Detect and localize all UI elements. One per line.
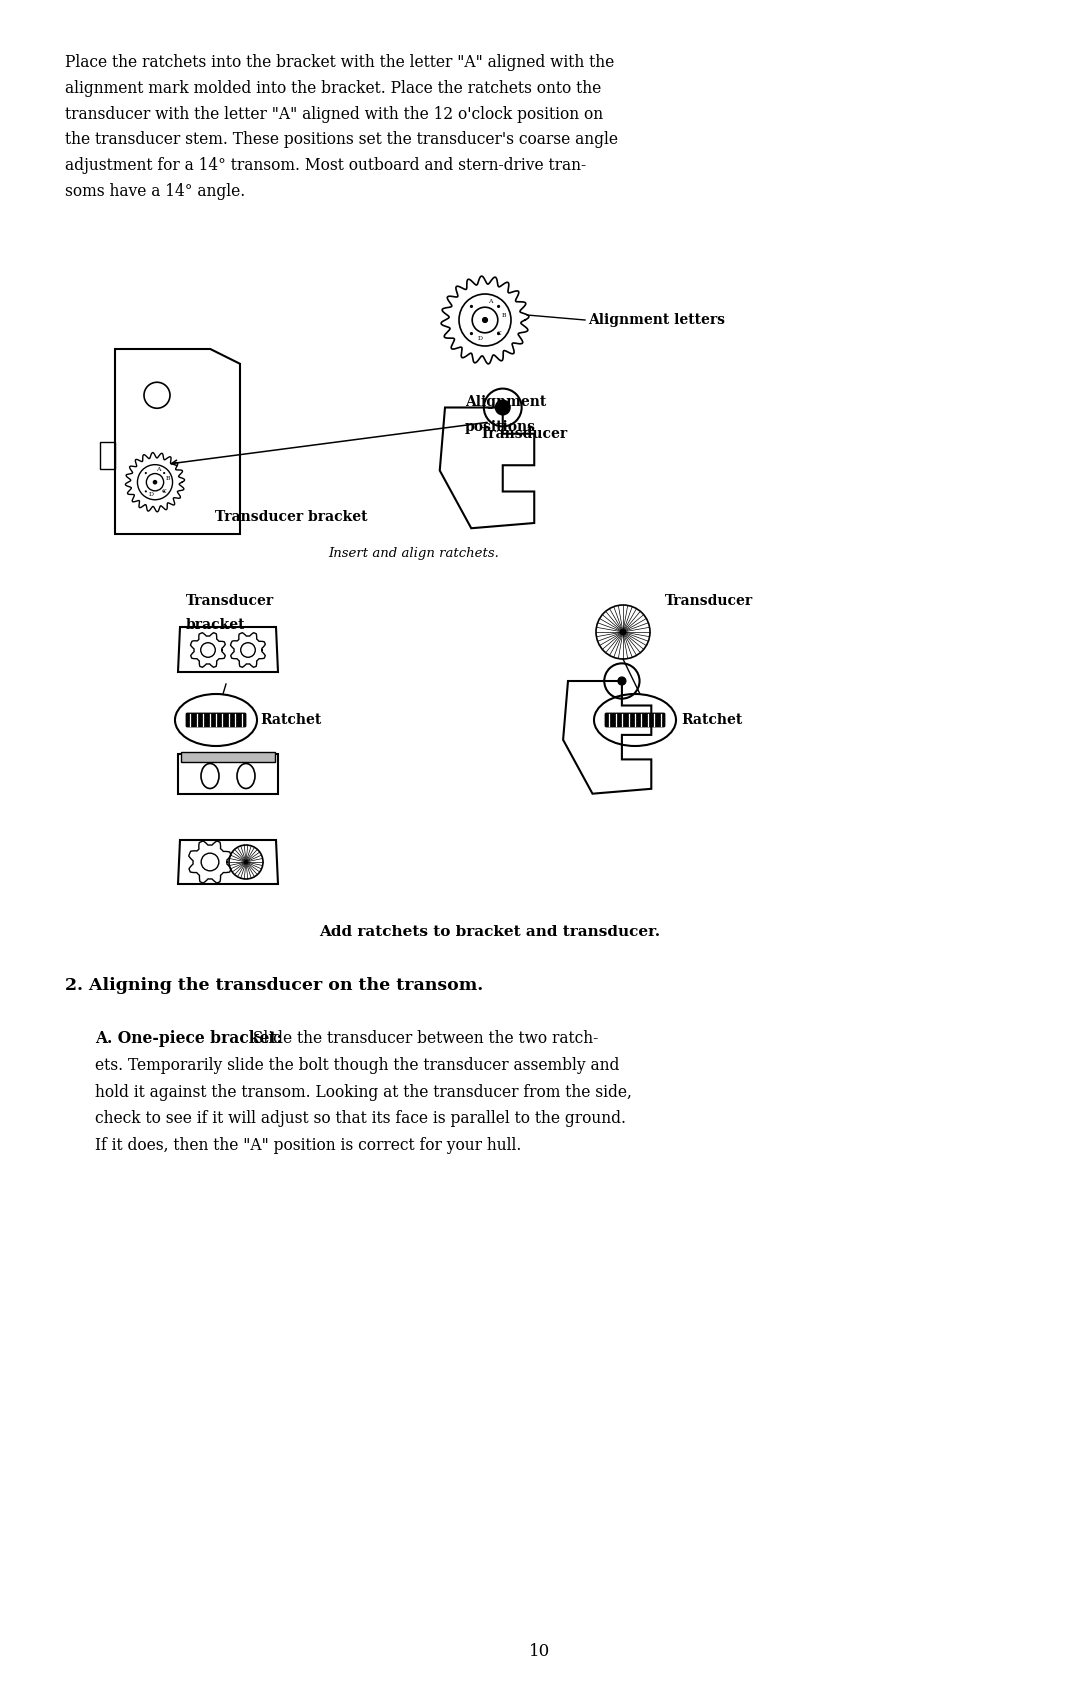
Circle shape <box>483 318 487 323</box>
Text: Transducer bracket: Transducer bracket <box>215 510 367 525</box>
Text: alignment mark molded into the bracket. Place the ratchets onto the: alignment mark molded into the bracket. … <box>65 79 602 98</box>
Text: 10: 10 <box>529 1643 551 1660</box>
Text: C: C <box>162 489 166 495</box>
Text: Alignment letters: Alignment letters <box>588 313 725 326</box>
Text: Ratchet: Ratchet <box>681 713 742 727</box>
Circle shape <box>145 473 147 474</box>
Text: Add ratchets to bracket and transducer.: Add ratchets to bracket and transducer. <box>320 925 661 939</box>
Text: Place the ratchets into the bracket with the letter "A" aligned with the: Place the ratchets into the bracket with… <box>65 54 615 71</box>
Text: D: D <box>149 493 154 498</box>
FancyBboxPatch shape <box>186 713 246 727</box>
Circle shape <box>470 304 473 308</box>
Text: hold it against the transom. Looking at the transducer from the side,: hold it against the transom. Looking at … <box>95 1083 632 1100</box>
Text: C: C <box>496 331 501 336</box>
Text: adjustment for a 14° transom. Most outboard and stern-drive tran-: adjustment for a 14° transom. Most outbo… <box>65 156 586 175</box>
Text: Transducer: Transducer <box>480 427 568 441</box>
Text: Ratchet: Ratchet <box>260 713 321 727</box>
Circle shape <box>620 629 626 636</box>
Circle shape <box>496 400 510 415</box>
Text: Alignment: Alignment <box>465 395 546 409</box>
Text: soms have a 14° angle.: soms have a 14° angle. <box>65 183 245 200</box>
Text: B: B <box>165 476 170 481</box>
Text: Transducer: Transducer <box>665 594 753 607</box>
FancyBboxPatch shape <box>181 752 275 762</box>
Circle shape <box>163 489 165 493</box>
Circle shape <box>163 473 165 474</box>
Circle shape <box>153 481 157 484</box>
Circle shape <box>145 489 147 493</box>
Text: A: A <box>157 468 161 473</box>
Circle shape <box>497 331 500 335</box>
Text: B: B <box>501 313 505 318</box>
Text: transducer with the letter "A" aligned with the 12 o'clock position on: transducer with the letter "A" aligned w… <box>65 106 603 123</box>
Circle shape <box>244 860 248 865</box>
Text: the transducer stem. These positions set the transducer's coarse angle: the transducer stem. These positions set… <box>65 131 618 148</box>
Text: A: A <box>488 299 492 304</box>
Text: Insert and align ratchets.: Insert and align ratchets. <box>328 548 499 560</box>
Text: Transducer: Transducer <box>186 594 274 607</box>
Circle shape <box>618 678 625 685</box>
Circle shape <box>470 331 473 335</box>
Text: A. One-piece bracket:: A. One-piece bracket: <box>95 1029 282 1046</box>
Text: 2. Aligning the transducer on the transom.: 2. Aligning the transducer on the transo… <box>65 977 483 994</box>
Text: positions: positions <box>465 420 536 434</box>
Circle shape <box>497 304 500 308</box>
Text: D: D <box>477 336 483 341</box>
Text: bracket: bracket <box>186 617 245 632</box>
Text: Slide the transducer between the two ratch-: Slide the transducer between the two rat… <box>248 1029 598 1046</box>
Text: check to see if it will adjust so that its face is parallel to the ground.: check to see if it will adjust so that i… <box>95 1110 626 1127</box>
Text: If it does, then the "A" position is correct for your hull.: If it does, then the "A" position is cor… <box>95 1137 522 1154</box>
FancyBboxPatch shape <box>605 713 664 727</box>
Text: ets. Temporarily slide the bolt though the transducer assembly and: ets. Temporarily slide the bolt though t… <box>95 1056 619 1073</box>
